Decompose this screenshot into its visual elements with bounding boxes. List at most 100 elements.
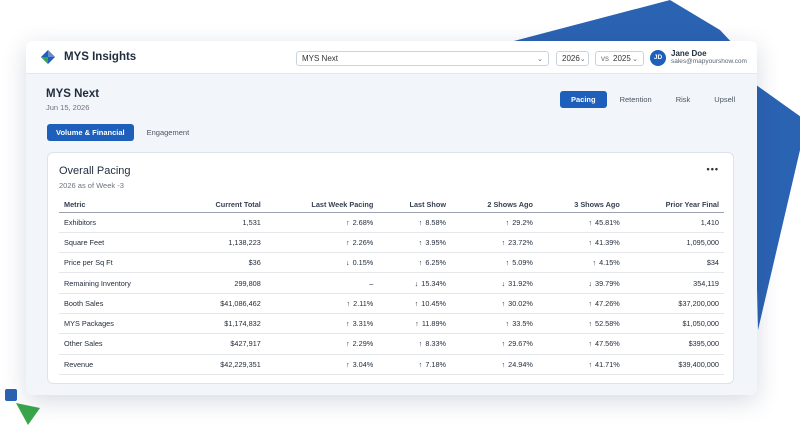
year-select[interactable]: 2026 ⌄: [556, 51, 589, 66]
arrow-up-icon: ↑: [415, 319, 419, 329]
tab-retention[interactable]: Retention: [619, 95, 652, 104]
user-menu[interactable]: JD Jane Doe sales@mapyourshow.com: [650, 49, 747, 66]
top-bar: MYS Insights MYS Next ⌄ 2026 ⌄ vs 2025 ⌄ …: [26, 41, 757, 74]
arrow-up-icon: ↑: [345, 359, 350, 369]
more-horizontal-icon[interactable]: •••: [706, 164, 719, 174]
arrow-up-icon: ↑: [588, 359, 593, 369]
pacing-percent: 41.39%: [595, 237, 620, 247]
prior-year-final: 1,410: [624, 212, 724, 233]
tab-pacing[interactable]: Pacing: [560, 91, 607, 108]
mys-logo-icon: [41, 50, 55, 64]
page-title: MYS Next: [46, 88, 100, 100]
overall-pacing-card: Overall Pacing 2026 as of Week -3 ••• Me…: [47, 152, 734, 384]
arrow-down-icon: ↓: [588, 278, 593, 288]
pacing-value: ↑ 24.94%: [451, 354, 538, 375]
arrow-up-icon: ↑: [588, 217, 593, 227]
pacing-percent: 4.15%: [599, 258, 620, 268]
metric-name: Revenue: [59, 354, 180, 375]
column-header: Metric: [59, 198, 180, 213]
pacing-value: ↑ 3.95%: [378, 232, 452, 254]
tab-upsell[interactable]: Upsell: [714, 95, 736, 104]
table-row: Exhibitors 1,531 ↑ 2.68% ↑ 8.58% ↑ 29.2% ↑ 45.81%…: [59, 212, 724, 233]
arrow-up-icon: ↑: [505, 258, 510, 268]
event-select[interactable]: MYS Next ⌄: [296, 51, 549, 66]
arrow-up-icon: ↑: [588, 237, 593, 247]
avatar: JD: [650, 49, 666, 66]
pacing-value: ↑ 7.18%: [378, 354, 452, 375]
decorative-blue-shape: [510, 0, 800, 330]
metric-name: Remaining Inventory: [59, 272, 180, 294]
arrow-up-icon: ↑: [588, 319, 593, 329]
chevron-down-icon: ⌄: [632, 55, 638, 63]
prior-year-final: $39,400,000: [624, 354, 724, 375]
pacing-percent: 29.2%: [512, 217, 533, 227]
pacing-value: ↑ 2.29%: [265, 333, 379, 355]
page-date: Jun 15, 2026: [46, 103, 90, 112]
current-total: 1,531: [179, 212, 266, 233]
pacing-value: ↑ 2.68%: [265, 212, 379, 233]
column-header: 2 Shows Ago: [451, 198, 538, 213]
pacing-value: ↑ 33.5%: [451, 313, 538, 335]
arrow-up-icon: ↑: [501, 339, 506, 349]
arrow-up-icon: ↑: [588, 298, 593, 308]
current-total: $36: [179, 252, 266, 274]
pacing-value: ↑ 8.33%: [378, 333, 452, 355]
pacing-percent: 47.56%: [595, 339, 620, 349]
metric-name: MYS Packages: [59, 313, 180, 335]
compare-year-select[interactable]: vs 2025 ⌄: [595, 51, 644, 66]
arrow-up-icon: ↑: [501, 298, 506, 308]
prior-year-final: $395,000: [624, 333, 724, 355]
arrow-down-icon: ↓: [414, 278, 419, 288]
pacing-percent: 33.5%: [512, 319, 533, 329]
tab-risk[interactable]: Risk: [675, 95, 691, 104]
column-header: Last Show: [378, 198, 452, 213]
prior-year-final: 1,095,000: [624, 232, 724, 254]
pacing-value: ↑ 29.2%: [451, 212, 538, 233]
current-total: $41,086,462: [179, 293, 266, 314]
pacing-percent: 10.45%: [421, 298, 447, 308]
pacing-value: ↑ 52.58%: [537, 313, 625, 335]
pacing-percent: 23.72%: [508, 237, 533, 247]
pacing-value: ↑ 6.25%: [378, 252, 452, 274]
table-row: Other Sales $427,917 ↑ 2.29% ↑ 8.33% ↑ 29.67% ↑ 4…: [59, 333, 724, 355]
column-header: Current Total: [179, 198, 266, 213]
user-name: Jane Doe: [671, 49, 707, 58]
pacing-percent: 39.79%: [595, 278, 620, 288]
pacing-value: –: [265, 272, 379, 294]
arrow-up-icon: ↑: [345, 319, 350, 329]
arrow-up-icon: ↑: [345, 217, 350, 227]
arrow-up-icon: ↑: [588, 339, 593, 349]
pacing-value: ↑ 4.15%: [537, 252, 625, 274]
arrow-up-icon: ↑: [345, 237, 350, 247]
pacing-percent: 6.25%: [425, 258, 447, 268]
table-body: Exhibitors 1,531 ↑ 2.68% ↑ 8.58% ↑ 29.2% ↑ 45.81%…: [59, 212, 724, 375]
arrow-up-icon: ↑: [505, 217, 510, 227]
decorative-green-triangle: [16, 403, 40, 425]
pacing-percent: 8.33%: [425, 339, 447, 349]
table-row: Price per Sq Ft $36 ↓ 0.15% ↑ 6.25% ↑ 5.09% ↑ 4.1…: [59, 252, 724, 274]
tab-engagement[interactable]: Engagement: [146, 128, 190, 137]
chevron-down-icon: ⌄: [579, 55, 586, 63]
arrow-down-icon: ↓: [501, 278, 506, 288]
pacing-value: ↑ 10.45%: [378, 293, 452, 314]
prior-year-final: $1,050,000: [624, 313, 724, 335]
pacing-percent: 15.34%: [421, 278, 447, 288]
pacing-percent: 3.31%: [352, 319, 374, 329]
arrow-up-icon: ↑: [414, 298, 419, 308]
pacing-percent: 7.18%: [425, 359, 447, 369]
metric-name: Other Sales: [59, 333, 180, 355]
column-header: Last Week Pacing: [265, 198, 379, 213]
pacing-value: ↑ 47.56%: [537, 333, 625, 355]
tab-volume-financial[interactable]: Volume & Financial: [47, 124, 134, 141]
pacing-value: ↑ 23.72%: [451, 232, 538, 254]
pacing-percent: 24.94%: [508, 359, 533, 369]
pacing-value: ↑ 3.04%: [265, 354, 379, 375]
pacing-value: ↑ 5.09%: [451, 252, 538, 274]
pacing-value: ↑ 47.26%: [537, 293, 625, 314]
arrow-up-icon: ↑: [418, 359, 423, 369]
pacing-percent: 5.09%: [512, 258, 533, 268]
pacing-value: ↑ 30.02%: [451, 293, 538, 314]
report-tabs: Pacing Retention Risk Upsell: [560, 91, 746, 108]
app-logo[interactable]: MYS Insights: [40, 49, 136, 65]
year-select-value: 2026: [562, 54, 580, 63]
